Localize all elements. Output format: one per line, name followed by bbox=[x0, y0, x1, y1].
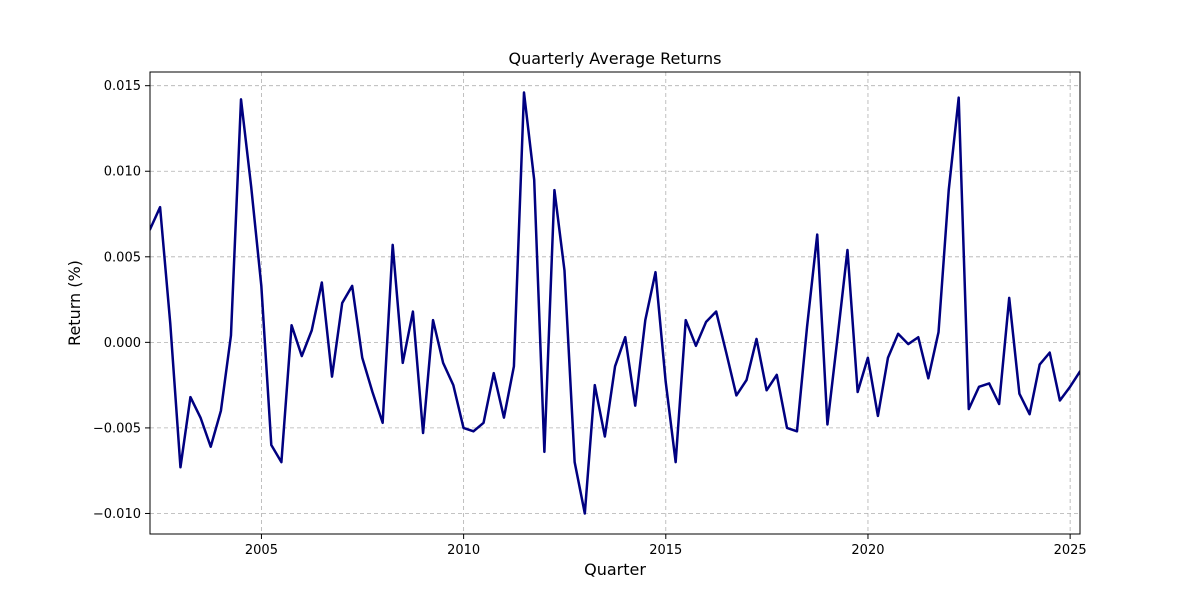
x-tick-label: 2025 bbox=[1054, 543, 1087, 558]
y-tick-label: −0.005 bbox=[93, 421, 141, 436]
y-tick-label: 0.010 bbox=[104, 165, 141, 180]
x-tick-label: 2010 bbox=[447, 543, 480, 558]
y-axis-title: Return (%) bbox=[65, 260, 84, 346]
y-tick-label: 0.000 bbox=[104, 336, 141, 351]
x-tick-label: 2020 bbox=[851, 543, 884, 558]
plot-frame bbox=[149, 71, 1081, 535]
x-axis-title: Quarter bbox=[584, 560, 646, 579]
chart-title: Quarterly Average Returns bbox=[508, 49, 721, 68]
x-tick-label: 2005 bbox=[245, 543, 278, 558]
grid bbox=[150, 72, 1080, 534]
y-axis-ticks: −0.010 −0.005 0.000 0.005 0.010 0.015 bbox=[93, 79, 150, 522]
series-line bbox=[150, 91, 1080, 515]
x-axis-ticks: 2005 2010 2015 2020 2025 bbox=[245, 534, 1087, 558]
y-tick-label: 0.015 bbox=[104, 79, 141, 94]
y-tick-label: 0.005 bbox=[104, 250, 141, 265]
y-tick-label: −0.010 bbox=[93, 507, 141, 522]
x-tick-label: 2015 bbox=[649, 543, 682, 558]
series-layer bbox=[150, 91, 1080, 515]
